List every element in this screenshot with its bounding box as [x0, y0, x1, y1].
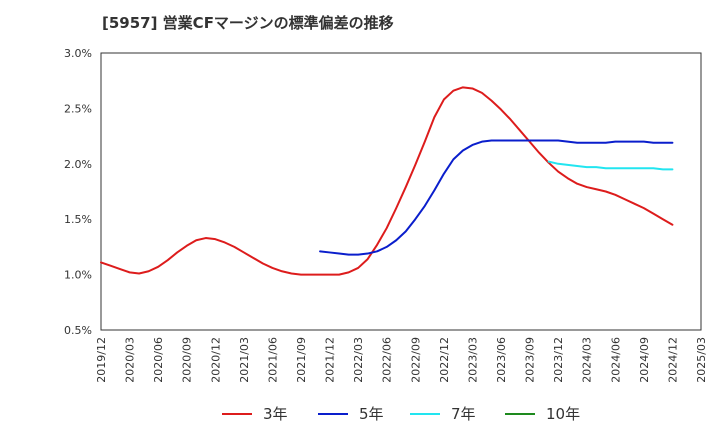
x-tick-label: 2020/09	[181, 337, 194, 383]
x-tick-label: 2019/12	[95, 337, 108, 383]
x-tick-label: 2021/03	[238, 337, 251, 383]
x-tick-label: 2023/03	[466, 337, 479, 383]
x-tick-label: 2022/12	[438, 337, 451, 383]
y-tick-label: 1.5%	[64, 213, 92, 226]
y-tick-label: 2.0%	[64, 158, 92, 171]
x-tick-label: 2020/06	[152, 337, 165, 383]
x-tick-label: 2023/09	[524, 337, 537, 383]
x-tick-label: 2022/09	[409, 337, 422, 383]
x-tick-label: 2023/06	[495, 337, 508, 383]
y-tick-labels: 0.5% 1.0% 1.5% 2.0% 2.5% 3.0%	[64, 47, 92, 337]
x-tick-label: 2023/12	[552, 337, 565, 383]
x-tick-label: 2022/06	[381, 337, 394, 383]
y-tick-label: 2.5%	[64, 102, 92, 115]
x-tick-label: 2020/12	[209, 337, 222, 383]
x-tick-label: 2020/03	[124, 337, 137, 383]
series-line	[547, 160, 674, 171]
axes	[100, 52, 702, 331]
x-tick-label: 2021/12	[324, 337, 337, 383]
legend-label: 10年	[546, 405, 580, 423]
x-tick-label: 2021/09	[295, 337, 308, 383]
x-tick-label: 2021/06	[266, 337, 279, 383]
legend-label: 5年	[359, 405, 384, 423]
y-tick-label: 1.0%	[64, 269, 92, 282]
series-line	[100, 86, 674, 276]
series-lines	[100, 86, 674, 276]
x-tick-label: 2024/09	[638, 337, 651, 383]
x-tick-label: 2024/12	[666, 337, 679, 383]
x-tick-labels: 2019/12 2020/03 2020/06 2020/09 2020/12 2021/…	[95, 337, 708, 383]
plot-area	[100, 52, 702, 331]
y-tick-label: 3.0%	[64, 47, 92, 60]
x-tick-label: 2025/03	[695, 337, 708, 383]
x-tick-label: 2024/06	[609, 337, 622, 383]
legend-label: 7年	[451, 405, 476, 423]
chart-title: [5957] 営業CFマージンの標準偏差の推移	[102, 14, 394, 32]
legend-label: 3年	[263, 405, 288, 423]
legend: 3年 5年 7年 10年	[222, 405, 580, 423]
x-tick-label: 2022/03	[352, 337, 365, 383]
series-line	[319, 139, 674, 256]
y-tick-label: 0.5%	[64, 324, 92, 337]
x-tick-label: 2024/03	[581, 337, 594, 383]
